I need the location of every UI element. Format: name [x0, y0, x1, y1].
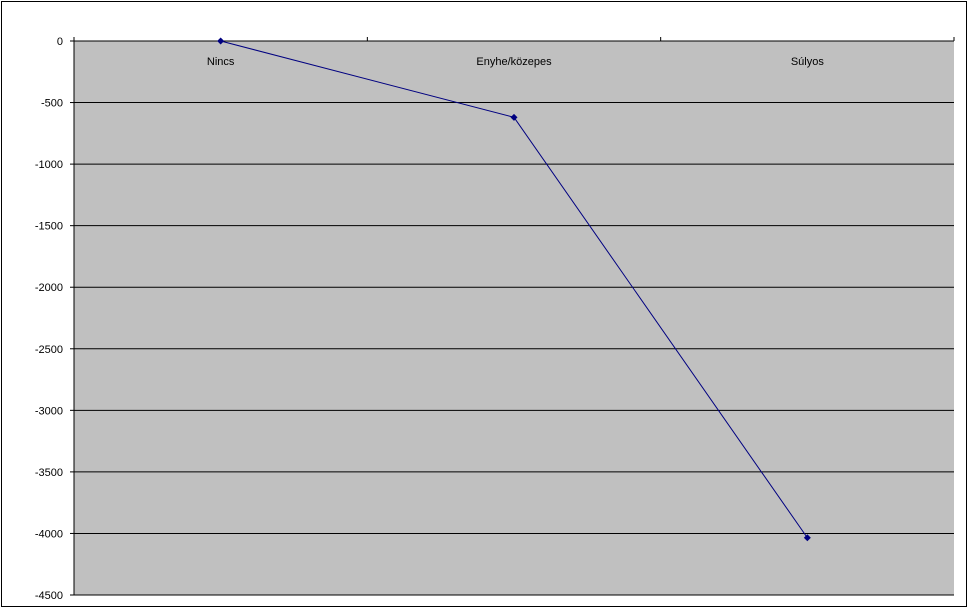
y-tick-label: -2000 [35, 282, 63, 294]
category-label: Súlyos [791, 56, 825, 68]
y-tick-label: -2500 [35, 344, 63, 356]
plot-area [74, 41, 954, 595]
data-point-marker [803, 534, 811, 542]
data-point-marker [217, 37, 225, 45]
y-tick-label: -3000 [35, 405, 63, 417]
data-point-marker [510, 113, 518, 121]
y-tick-label: -500 [41, 98, 63, 110]
category-labels: Nincs Enyhe/közepes Súlyos [207, 56, 824, 68]
y-tick-label: -1500 [35, 221, 63, 233]
category-label: Enyhe/közepes [476, 56, 552, 68]
gridlines [70, 40, 954, 596]
y-tick-label: -1000 [35, 159, 63, 171]
y-tick-label: -4500 [35, 590, 63, 602]
y-tick-label: -4000 [35, 528, 63, 540]
y-tick-label: 0 [57, 36, 63, 48]
y-axis-tick-labels: 0 -500 -1000 -1500 -2000 -2500 -3000 -3500 -4000… [35, 36, 63, 602]
series-layer [217, 37, 811, 542]
category-label: Nincs [207, 56, 235, 68]
y-tick-label: -3500 [35, 467, 63, 479]
